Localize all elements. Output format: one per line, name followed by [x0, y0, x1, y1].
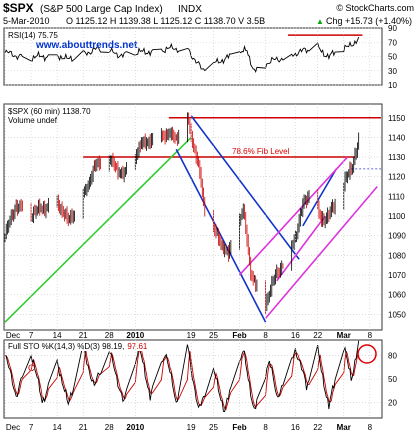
- rsi-tick-label: 30: [388, 67, 397, 76]
- price-tick-label: 1120: [388, 173, 406, 182]
- rsi-panel: 10 30 50 70 90 RSI(14) 75.75 www.abouttrends…: [3, 24, 397, 90]
- price-tick-label: 1150: [388, 114, 406, 123]
- trendline-magenta: [264, 186, 378, 319]
- x-tick-label: Feb: [232, 423, 246, 432]
- x-tick-label: 2010: [126, 423, 144, 432]
- x-tick-label: 16: [291, 331, 300, 340]
- rsi-tick-label: 50: [388, 53, 397, 62]
- x-tick-label: 14: [53, 423, 62, 432]
- x-tick-label: 16: [291, 423, 300, 432]
- x-tick-label: 7: [29, 423, 34, 432]
- price-tick-label: 1130: [388, 153, 406, 162]
- x-tick-label: 21: [79, 331, 88, 340]
- sto-label-d: 97.61: [127, 342, 148, 351]
- rsi-label-box: [6, 30, 68, 40]
- header-copyright: © StockCharts.com: [336, 3, 414, 13]
- x-tick-label: 28: [105, 331, 114, 340]
- price-tick-label: 1090: [388, 232, 406, 241]
- trendline-green: [4, 136, 192, 323]
- sto-tick-label: 50: [388, 375, 397, 384]
- sto-label-box: [6, 341, 182, 351]
- trendline-magenta: [238, 156, 349, 276]
- price-tick-label: 1080: [388, 251, 406, 260]
- x-tick-label: 21: [79, 423, 88, 432]
- x-tick-label: 2010: [126, 331, 144, 340]
- rsi-tick-label: 10: [388, 81, 397, 90]
- x-tick-label: Dec: [6, 423, 20, 432]
- trendline-blue: [302, 168, 338, 227]
- x-tick-label: Mar: [337, 423, 351, 432]
- sto-tick-label: 80: [388, 352, 397, 361]
- x-tick-label: 8: [368, 423, 373, 432]
- price-label: $SPX (60 min) 1138.70: [8, 107, 91, 116]
- sto-frame: [3, 339, 383, 419]
- price-tick-label: 1070: [388, 271, 406, 280]
- header-change-arrow: ▲: [316, 17, 324, 26]
- trendline-blue: [190, 115, 300, 260]
- x-tick-label: 19: [187, 423, 196, 432]
- sto-panel: 20 50 80 Full STO %K(14,3) %D(3) 98.19, 97.…: [3, 339, 397, 419]
- sto-label: Full STO %K(14,3) %D(3) 98.19, 97.61: [8, 342, 148, 351]
- x-tick-label: 28: [105, 423, 114, 432]
- header-symbol: $SPX: [3, 1, 34, 15]
- x-tick-label: 22: [313, 423, 322, 432]
- sto-marker: C: [28, 363, 35, 373]
- header-name: (S&P 500 Large Cap Index): [40, 4, 163, 15]
- x-tick-label: Feb: [232, 331, 246, 340]
- price-tick-label: 1140: [388, 133, 406, 142]
- x-tick-label: 19: [187, 331, 196, 340]
- header-date: 5-Mar-2010: [3, 16, 50, 26]
- x-tick-label: 8: [368, 331, 373, 340]
- sto-k-line: [4, 340, 360, 413]
- header-change: Chg +15.73 (+1.40%): [326, 16, 412, 26]
- sto-highlight-circle: [357, 344, 377, 364]
- trendline-blue: [175, 148, 267, 323]
- price-tick-label: 1110: [388, 192, 405, 201]
- rsi-tick-label: 90: [388, 24, 397, 33]
- rsi-label: RSI(14) 75.75: [8, 31, 58, 40]
- x-tick-label: 25: [209, 423, 218, 432]
- trendline-magenta: [276, 215, 326, 282]
- x-tick-label: 22: [313, 331, 322, 340]
- x-tick-label: 7: [29, 331, 34, 340]
- header-ohlc: O 1125.12 H 1139.38 L 1125.12 C 1138.70 …: [66, 16, 265, 26]
- x-tick-label: Mar: [337, 331, 351, 340]
- x-tick-label: 8: [263, 423, 268, 432]
- price-tick-label: 1060: [388, 291, 406, 300]
- fib-label: 78.6% Fib Level: [232, 147, 290, 156]
- x-tick-label: 14: [53, 331, 62, 340]
- rsi-line: [4, 36, 360, 74]
- sto-label-k: Full STO %K(14,3) %D(3) 98.19,: [8, 342, 124, 351]
- price-panel: 1050 1060 1070 1080 1090 1100 1110 1120 1130 1140…: [3, 103, 406, 331]
- x-tick-label: 8: [263, 331, 268, 340]
- x-tick-label: 25: [209, 331, 218, 340]
- watermark: www.abouttrends.net: [35, 40, 138, 51]
- x-tick-label: Dec: [6, 331, 20, 340]
- header-exchange: INDX: [178, 4, 202, 15]
- price-tick-label: 1050: [388, 310, 406, 319]
- sto-tick-label: 20: [388, 398, 397, 407]
- rsi-tick-label: 70: [388, 38, 397, 47]
- price-tick-label: 1100: [388, 212, 406, 221]
- volume-label: Volume undef: [8, 116, 58, 125]
